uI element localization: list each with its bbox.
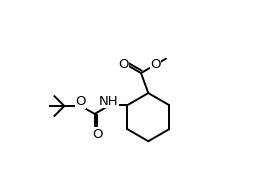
Text: O: O bbox=[118, 58, 129, 71]
Text: NH: NH bbox=[99, 95, 119, 108]
Text: O: O bbox=[75, 96, 86, 108]
Text: O: O bbox=[150, 58, 161, 70]
Text: O: O bbox=[92, 128, 102, 141]
